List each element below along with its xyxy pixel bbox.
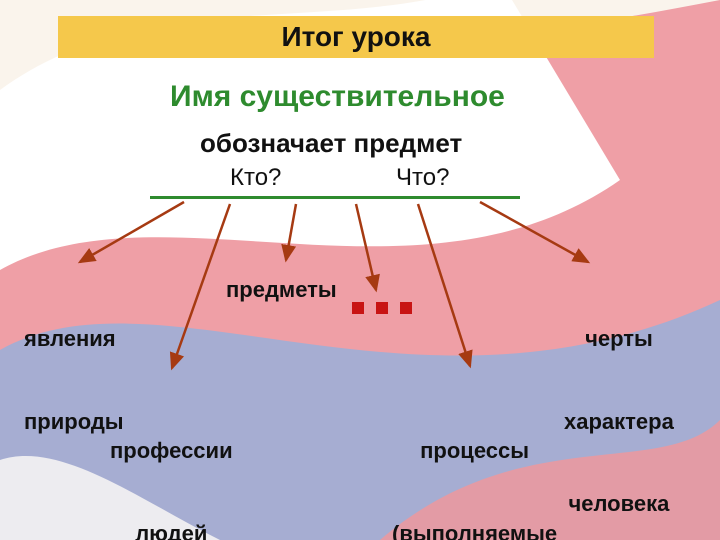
to-processy (418, 204, 470, 366)
slide: Итог урока Имя существительное обозначае… (0, 0, 720, 540)
label-processy: процессы (выполняемые действия) (392, 382, 557, 540)
label-yavleniya-l2: природы (24, 408, 124, 436)
label-cherty-l1: черты (564, 325, 674, 353)
label-predmety: предметы (226, 276, 337, 304)
to-dots (356, 204, 376, 290)
to-cherty (480, 202, 588, 262)
to-professii (172, 204, 230, 368)
label-cherty-l2: характера (564, 408, 674, 436)
to-predmety (286, 204, 296, 260)
label-yavleniya-l1: явления (24, 325, 124, 353)
red-ellipsis (352, 302, 412, 314)
label-processy-l2: (выполняемые (392, 520, 557, 540)
ellipsis-dot (376, 302, 388, 314)
label-yavleniya: явления природы (24, 270, 124, 490)
label-processy-l1: процессы (392, 437, 557, 465)
label-cherty-l3: человека (564, 490, 674, 518)
ellipsis-dot (400, 302, 412, 314)
label-professii-l2: людей (110, 520, 233, 540)
label-professii: профессии людей (110, 382, 233, 540)
label-cherty: черты характера человека (564, 270, 674, 540)
to-yavleniya (80, 202, 184, 262)
ellipsis-dot (352, 302, 364, 314)
label-professii-l1: профессии (110, 437, 233, 465)
